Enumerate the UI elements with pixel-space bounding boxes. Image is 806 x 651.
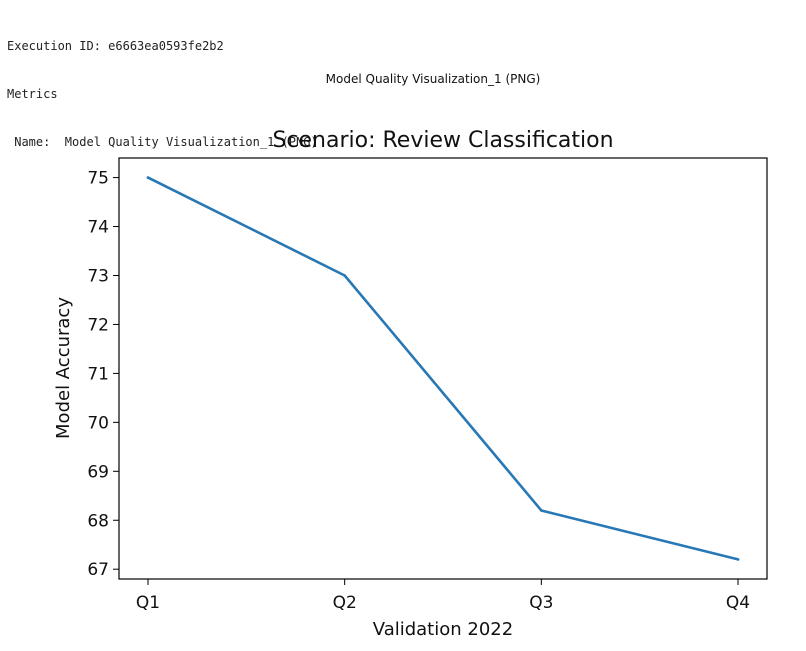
x-tick-label: Q3 <box>529 593 553 613</box>
y-axis: 67 68 69 70 71 72 73 74 75 <box>87 169 119 580</box>
image-caption: Model Quality Visualization_1 (PNG) <box>325 72 541 86</box>
y-tick-label: 71 <box>87 364 109 384</box>
accuracy-data-point <box>540 509 543 512</box>
y-tick-label: 75 <box>87 169 109 189</box>
y-tick-label: 69 <box>87 462 109 482</box>
x-tick-label: Q4 <box>726 593 750 613</box>
x-tick-label: Q1 <box>136 593 160 613</box>
y-tick-label: 68 <box>87 511 109 531</box>
accuracy-data-point <box>736 558 740 561</box>
y-tick-label: 72 <box>87 315 109 335</box>
metrics-section-label: Metrics <box>7 87 58 101</box>
accuracy-data-point <box>146 176 150 179</box>
y-tick-label: 70 <box>87 413 109 433</box>
y-axis-label: Model Accuracy <box>53 297 74 439</box>
x-tick-label: Q2 <box>333 593 357 613</box>
execution-metadata: Execution ID: e6663ea0593fe2b2 Metrics N… <box>7 6 318 166</box>
x-axis-label: Validation 2022 <box>373 619 513 640</box>
y-tick-label: 73 <box>87 266 109 286</box>
series-layer <box>146 176 740 561</box>
x-axis: Q1 Q2 Q3 Q4 <box>136 579 750 613</box>
y-tick-label: 67 <box>87 560 109 580</box>
y-tick-label: 74 <box>87 218 109 238</box>
accuracy-data-point <box>343 274 346 277</box>
accuracy-series-line <box>146 176 740 561</box>
chart-title: Scenario: Review Classification <box>272 128 613 153</box>
execution-id: Execution ID: e6663ea0593fe2b2 <box>7 39 224 53</box>
plot-frame <box>118 157 768 580</box>
metric-name: Name: Model Quality Visualization_1 (PNG… <box>7 135 318 149</box>
